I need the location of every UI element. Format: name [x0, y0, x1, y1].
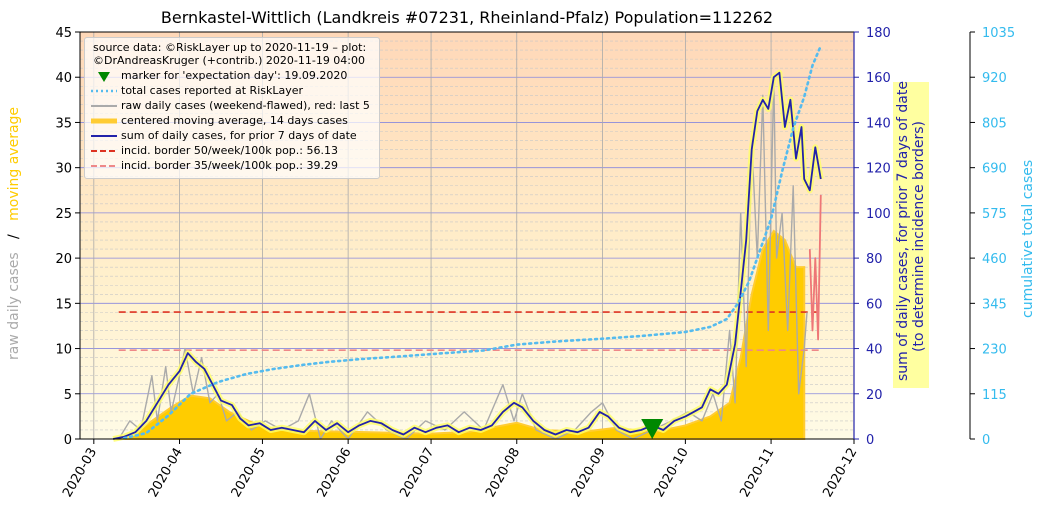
y-right2-tick-label: 690 — [982, 162, 1007, 177]
series-total-cases — [122, 44, 823, 440]
left-axis-label-ma: moving average — [6, 106, 22, 221]
y-right1-tick-label: 160 — [866, 71, 891, 86]
series-sum7 — [113, 71, 822, 440]
grid-minor — [80, 40, 854, 431]
y-right1-tick-label: 20 — [866, 388, 883, 403]
legend-label: sum of daily cases, for prior 7 days of … — [121, 129, 357, 142]
left-axis-label-separator: / — [6, 234, 22, 239]
right-axis-label-box: sum of daily cases, for prior 7 days of … — [893, 81, 929, 388]
y-right1-tick-label: 120 — [866, 162, 891, 177]
y-right1-tick-label: 140 — [866, 116, 891, 131]
y-right2-tick-label: 0 — [982, 433, 990, 448]
legend-label: total cases reported at RiskLayer — [121, 84, 304, 97]
grey-line-icon — [91, 105, 117, 107]
y-left-tick-label: 35 — [55, 116, 72, 131]
x-tick-label: 2020-06 — [314, 446, 354, 501]
x-tick-label: 2020-08 — [483, 446, 523, 501]
pink-dashed-line-icon — [91, 165, 117, 167]
blue-line-icon — [91, 135, 117, 137]
legend-source: source data: ©RiskLayer up to 2020-11-19… — [93, 41, 366, 67]
right-axis-label-line2: (to determine incidence borders) — [911, 121, 927, 352]
legend-label: incid. border 50/week/100k pop.: 56.13 — [121, 144, 338, 157]
y-right2-tick-label: 460 — [982, 252, 1007, 267]
legend-item-raw: raw daily cases (weekend-flawed), red: l… — [85, 98, 375, 113]
dotted-line-icon — [91, 89, 117, 93]
legend-label: incid. border 35/week/100k pop.: 39.29 — [121, 159, 338, 172]
x-tick-label: 2020-05 — [229, 446, 269, 501]
series-raw-last5 — [808, 194, 822, 341]
y-left-tick-label: 40 — [55, 71, 72, 86]
y-left-tick-label: 0 — [64, 433, 72, 448]
y-right2-tick-label: 805 — [982, 116, 1007, 131]
y-left-tick-label: 25 — [55, 207, 72, 222]
expectation-day-marker — [641, 419, 664, 439]
series-group — [112, 44, 824, 442]
y-right2-tick-label: 1035 — [982, 26, 1015, 41]
y-right2-tick-label: 575 — [982, 207, 1007, 222]
y-left-tick-label: 15 — [55, 297, 72, 312]
x-tick-label: 2020-03 — [60, 446, 100, 501]
x-tick-label: 2020-11 — [737, 446, 777, 501]
legend-item-sum7: sum of daily cases, for prior 7 days of … — [85, 128, 375, 143]
y-right2-tick-label: 920 — [982, 71, 1007, 86]
x-tick-label: 2020-10 — [652, 446, 692, 501]
legend-source-line1: source data: ©RiskLayer up to 2020-11-19… — [93, 41, 367, 54]
red-dashed-line-icon — [91, 150, 117, 152]
y-right1-tick-label: 100 — [866, 207, 891, 222]
x-tick-label: 2020-12 — [820, 446, 860, 501]
legend-item-marker: marker for 'expectation day': 19.09.2020 — [85, 68, 375, 83]
left-axis-label: raw daily cases / moving average — [6, 107, 22, 360]
right-axis-label-line1: sum of daily cases, for prior 7 days of … — [895, 81, 911, 381]
legend-label: marker for 'expectation day': 19.09.2020 — [121, 69, 348, 82]
y-right1-tick-label: 40 — [866, 343, 883, 358]
y-right2-tick-label: 230 — [982, 343, 1007, 358]
thick-yellow-line-icon — [91, 118, 117, 124]
legend-item-total: total cases reported at RiskLayer — [85, 83, 375, 98]
legend-item-border35: incid. border 35/week/100k pop.: 39.29 — [85, 158, 375, 173]
legend-label: raw daily cases (weekend-flawed), red: l… — [121, 99, 370, 112]
legend: source data: ©RiskLayer up to 2020-11-19… — [84, 37, 380, 179]
left-axis-label-raw: raw daily cases — [6, 252, 22, 360]
chart-title: Bernkastel-Wittlich (Landkreis #07231, R… — [160, 8, 774, 27]
y-right2-tick-label: 115 — [982, 388, 1007, 403]
x-tick-label: 2020-07 — [397, 446, 437, 501]
y-left-tick-label: 30 — [55, 162, 72, 177]
y-left-tick-label: 10 — [55, 343, 72, 358]
marker-triangle-icon — [98, 72, 110, 82]
x-tick-label: 2020-04 — [146, 446, 186, 501]
y-left-tick-label: 45 — [55, 26, 72, 41]
legend-source-line2: ©DrAndreasKruger (+contrib.) 2020-11-19 … — [93, 54, 366, 67]
y-right1-tick-label: 60 — [866, 297, 883, 312]
cumulative-axis-label: cumulative total cases — [1020, 159, 1036, 318]
y-right1-tick-label: 180 — [866, 26, 891, 41]
y-right1-tick-label: 0 — [866, 433, 874, 448]
y-left-tick-label: 5 — [64, 388, 72, 403]
legend-label: centered moving average, 14 days cases — [121, 114, 348, 127]
y-left-tick-label: 20 — [55, 252, 72, 267]
legend-item-ma: centered moving average, 14 days cases — [85, 113, 375, 128]
y-right1-tick-label: 80 — [866, 252, 883, 267]
y-right2-tick-label: 345 — [982, 297, 1007, 312]
x-tick-label: 2020-09 — [569, 446, 609, 501]
legend-item-border50: incid. border 50/week/100k pop.: 56.13 — [85, 143, 375, 158]
